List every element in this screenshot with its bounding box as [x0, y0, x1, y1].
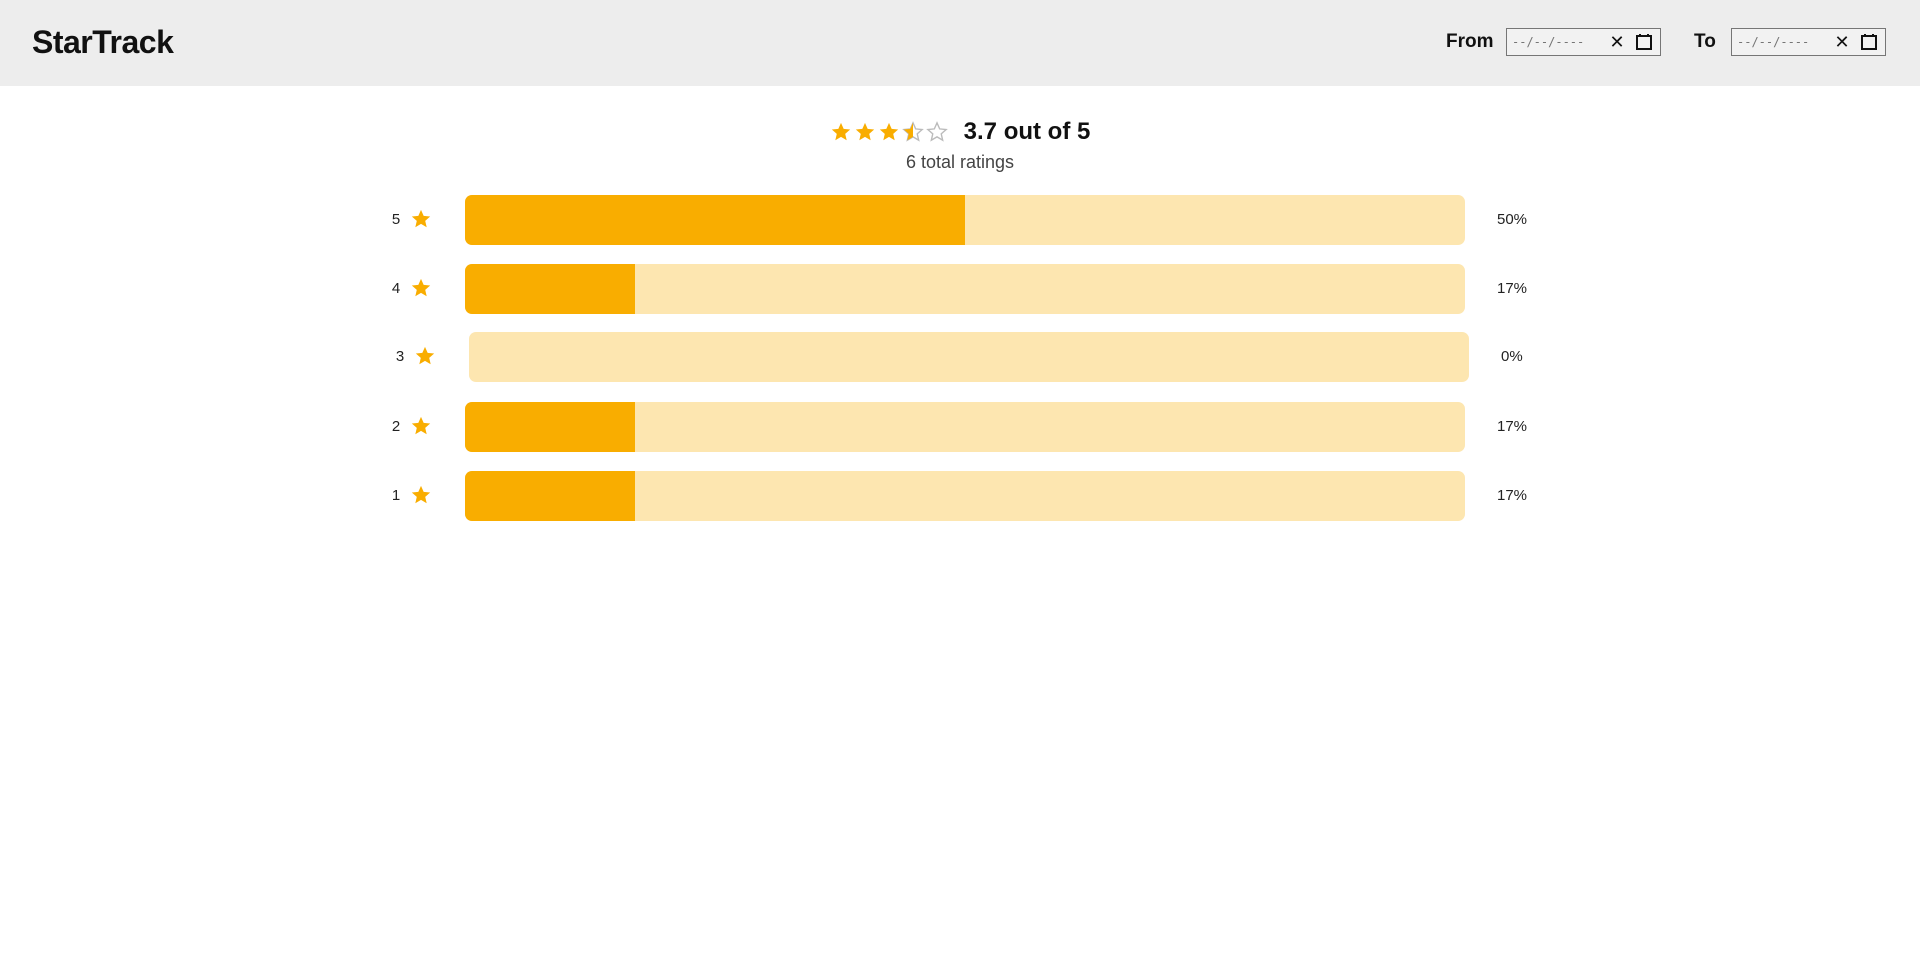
- rating-bar-fill: [465, 264, 635, 314]
- rating-row-percent: 17%: [1497, 487, 1527, 504]
- rating-bar-fill: [465, 195, 965, 245]
- star-icon: [410, 277, 432, 299]
- rating-row-star-count: 1: [386, 487, 406, 504]
- to-date-input[interactable]: --/--/---- ✕: [1731, 28, 1886, 56]
- average-star-icon: [926, 121, 948, 143]
- rating-bar-fill: [465, 402, 635, 452]
- rating-row-percent: 0%: [1501, 348, 1523, 365]
- star-icon: [410, 415, 432, 437]
- rating-row-5: 5 50%: [0, 195, 1920, 245]
- average-rating-text: 3.7 out of 5: [964, 118, 1091, 146]
- to-label: To: [1694, 31, 1716, 53]
- rating-bar-track: [465, 402, 1465, 452]
- star-icon: [410, 208, 432, 230]
- rating-bar-fill: [465, 471, 635, 521]
- to-calendar-icon[interactable]: [1860, 33, 1878, 51]
- to-date-placeholder: --/--/----: [1737, 35, 1809, 49]
- rating-row-3: 3 0%: [0, 332, 1920, 382]
- star-icon: [410, 484, 432, 506]
- star-icon: [414, 345, 436, 367]
- rating-summary: 3.7 out of 5: [0, 118, 1920, 148]
- average-star-icon: [830, 121, 852, 143]
- to-clear-icon[interactable]: ✕: [1832, 31, 1852, 53]
- rating-row-star-count: 3: [390, 348, 410, 365]
- from-calendar-icon[interactable]: [1635, 33, 1653, 51]
- rating-row-star-count: 4: [386, 280, 406, 297]
- average-star-icon: [878, 121, 900, 143]
- rating-row-1: 1 17%: [0, 471, 1920, 521]
- from-date-placeholder: --/--/----: [1512, 35, 1584, 49]
- rating-bar-track: [469, 332, 1469, 382]
- rating-row-percent: 17%: [1497, 418, 1527, 435]
- average-star-icon: [902, 121, 924, 143]
- rating-bar-track: [465, 195, 1465, 245]
- app-header: StarTrack From --/--/---- ✕ To --/--/---…: [0, 0, 1920, 86]
- average-stars: [830, 121, 948, 143]
- rating-row-2: 2 17%: [0, 402, 1920, 452]
- from-date-input[interactable]: --/--/---- ✕: [1506, 28, 1661, 56]
- rating-row-star-count: 5: [386, 211, 406, 228]
- rating-row-4: 4 17%: [0, 264, 1920, 314]
- from-clear-icon[interactable]: ✕: [1607, 31, 1627, 53]
- rating-row-star-count: 2: [386, 418, 406, 435]
- rating-row-percent: 17%: [1497, 280, 1527, 297]
- rating-bar-track: [465, 471, 1465, 521]
- average-star-icon: [854, 121, 876, 143]
- total-ratings: 6 total ratings: [0, 152, 1920, 173]
- app-logo: StarTrack: [32, 24, 173, 61]
- from-label: From: [1446, 31, 1494, 53]
- rating-row-percent: 50%: [1497, 211, 1527, 228]
- rating-bar-track: [465, 264, 1465, 314]
